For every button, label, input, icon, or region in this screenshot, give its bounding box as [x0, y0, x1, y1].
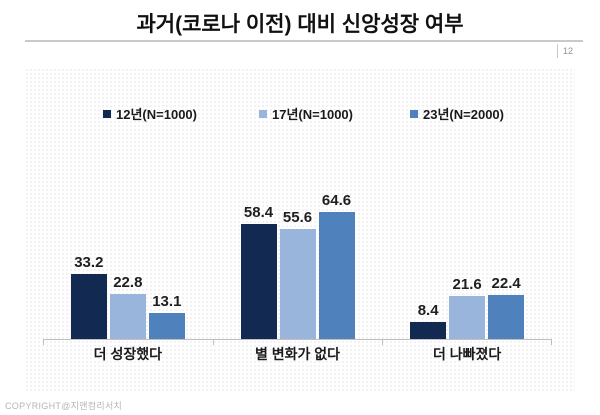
page-number-divider — [557, 43, 558, 58]
bar-value-label: 64.6 — [321, 191, 352, 209]
bar-value-label: 22.4 — [491, 274, 521, 292]
page-number-text: 12 — [563, 45, 574, 56]
legend-swatch-icon — [103, 109, 111, 118]
bar — [240, 223, 277, 339]
bar — [279, 229, 316, 339]
bar — [70, 273, 107, 339]
legend-item: 17년(N=1000) — [259, 104, 353, 123]
bar-value-label: 21.6 — [452, 276, 482, 294]
category-label: 별 변화가 없다 — [254, 346, 341, 362]
legend-item: 23년(N=2000) — [410, 104, 504, 123]
legend-item: 12년(N=1000) — [103, 104, 197, 123]
bar-value-label: 58.4 — [243, 203, 274, 221]
x-axis-line — [43, 339, 552, 340]
legend-label: 12년(N=1000) — [116, 107, 197, 122]
bar-chart: 33.2 22.8 13.1 더 성장했다 58.4 55.6 64.6 별 변화가 없다 8.… — [43, 148, 552, 362]
title-divider — [25, 40, 583, 42]
bar-value-label: 55.6 — [282, 209, 313, 227]
bar-value-label: 22.8 — [113, 274, 143, 292]
bar — [488, 294, 525, 339]
bar-value-label: 13.1 — [152, 293, 182, 311]
x-axis-tick — [551, 340, 552, 345]
chart-legend: 12년(N=1000) 17년(N=1000) 23년(N=2000) — [25, 104, 575, 122]
bar — [318, 211, 355, 339]
legend-swatch-icon — [259, 109, 267, 118]
x-axis-tick — [382, 340, 384, 345]
bar — [449, 296, 486, 339]
legend-swatch-icon — [410, 109, 418, 118]
bar — [410, 322, 447, 339]
copyright-text: COPYRIGHT@지앤컴리서치 — [5, 401, 123, 411]
x-axis-tick — [212, 340, 214, 345]
bar — [109, 294, 146, 339]
bar-value-label: 33.2 — [74, 253, 104, 271]
legend-label: 23년(N=2000) — [423, 107, 504, 122]
x-axis-tick — [43, 340, 44, 345]
category-label: 더 나빠졌다 — [433, 346, 502, 362]
category-label: 더 성장했다 — [93, 346, 162, 362]
page-title: 과거(코로나 이전) 대비 신앙성장 여부 — [136, 13, 464, 36]
bar — [148, 313, 185, 339]
bar-value-label: 8.4 — [417, 302, 439, 320]
page-number: 12 — [557, 43, 573, 58]
legend-label: 17년(N=1000) — [272, 107, 353, 122]
